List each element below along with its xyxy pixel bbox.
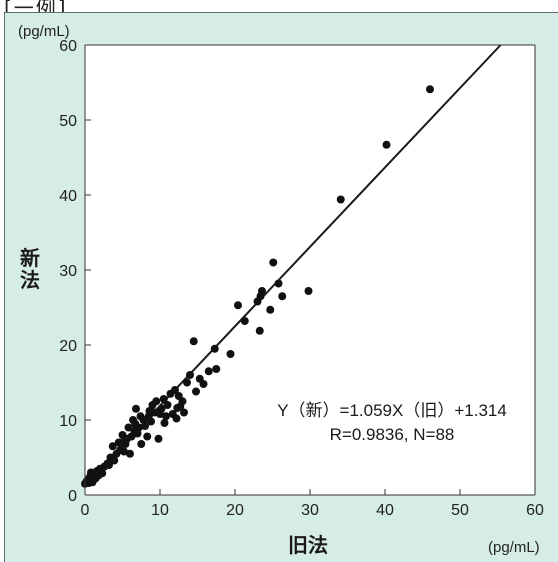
y-axis-title: 新法 bbox=[20, 246, 40, 292]
data-point bbox=[171, 386, 179, 394]
data-point bbox=[189, 337, 198, 346]
data-point bbox=[120, 437, 129, 445]
y-axis-title-char: 新 bbox=[20, 246, 40, 270]
data-point bbox=[108, 442, 117, 451]
x-axis-title: 旧法 bbox=[288, 533, 328, 557]
x-tick-label: 20 bbox=[226, 502, 244, 519]
data-point bbox=[274, 279, 283, 288]
data-point bbox=[126, 449, 134, 458]
data-point bbox=[204, 367, 213, 376]
data-point bbox=[180, 408, 188, 417]
data-point bbox=[183, 378, 191, 387]
data-points bbox=[81, 85, 434, 488]
y-unit-label: (pg/mL) bbox=[18, 23, 70, 40]
correlation-stats: R=0.9836, N=88 bbox=[330, 425, 455, 444]
y-tick-label: 20 bbox=[59, 338, 77, 355]
regression-equation: Y（新）=1.059X（旧）+1.314 bbox=[277, 401, 507, 420]
data-point bbox=[269, 258, 278, 267]
data-point bbox=[94, 471, 103, 480]
data-point bbox=[266, 305, 275, 314]
data-point bbox=[147, 417, 155, 426]
data-point bbox=[278, 292, 287, 301]
data-point bbox=[210, 344, 219, 353]
y-axis-title-char: 法 bbox=[20, 268, 40, 292]
data-point bbox=[154, 434, 163, 443]
data-point bbox=[110, 456, 119, 465]
data-point bbox=[173, 404, 182, 412]
data-point bbox=[105, 461, 113, 469]
y-tick-label: 10 bbox=[59, 413, 77, 430]
data-point bbox=[162, 412, 170, 421]
data-point bbox=[114, 438, 123, 447]
y-tick-label: 30 bbox=[59, 263, 77, 280]
y-tick-label: 50 bbox=[59, 113, 77, 130]
data-point bbox=[212, 365, 221, 373]
data-point bbox=[255, 326, 264, 335]
x-unit-label: (pg/mL) bbox=[488, 539, 540, 556]
x-tick-label: 60 bbox=[526, 502, 544, 519]
data-point bbox=[240, 317, 249, 325]
data-point bbox=[163, 401, 172, 409]
plot-area bbox=[85, 45, 535, 495]
data-point bbox=[159, 395, 168, 403]
data-point bbox=[192, 387, 200, 396]
data-point bbox=[304, 287, 313, 295]
data-point bbox=[132, 424, 141, 433]
data-point bbox=[234, 301, 242, 310]
x-tick-label: 40 bbox=[376, 502, 394, 519]
data-point bbox=[199, 380, 208, 388]
data-point bbox=[132, 404, 140, 413]
data-point bbox=[143, 432, 152, 441]
x-tick-label: 10 bbox=[151, 502, 169, 519]
data-point bbox=[382, 140, 391, 149]
data-point bbox=[172, 414, 181, 423]
y-tick-label: 40 bbox=[59, 188, 77, 205]
y-tick-label: 60 bbox=[59, 38, 77, 55]
data-point bbox=[186, 371, 194, 379]
x-tick-label: 30 bbox=[301, 502, 319, 519]
data-point bbox=[124, 423, 133, 432]
data-point bbox=[336, 195, 345, 204]
x-tick-label: 50 bbox=[451, 502, 469, 519]
x-tick-label: 0 bbox=[81, 502, 90, 519]
data-point bbox=[226, 350, 235, 358]
data-point bbox=[145, 407, 154, 415]
data-point bbox=[157, 404, 166, 413]
data-point bbox=[120, 447, 128, 456]
data-point bbox=[137, 440, 146, 448]
data-point bbox=[426, 85, 434, 94]
data-point bbox=[258, 287, 266, 295]
x-axis-ticks: 0 10 20 30 40 50 60 bbox=[81, 489, 544, 519]
data-point bbox=[152, 397, 161, 406]
y-tick-label: 0 bbox=[68, 488, 77, 505]
data-point bbox=[160, 419, 169, 427]
data-point bbox=[141, 422, 149, 430]
data-point bbox=[178, 397, 187, 406]
